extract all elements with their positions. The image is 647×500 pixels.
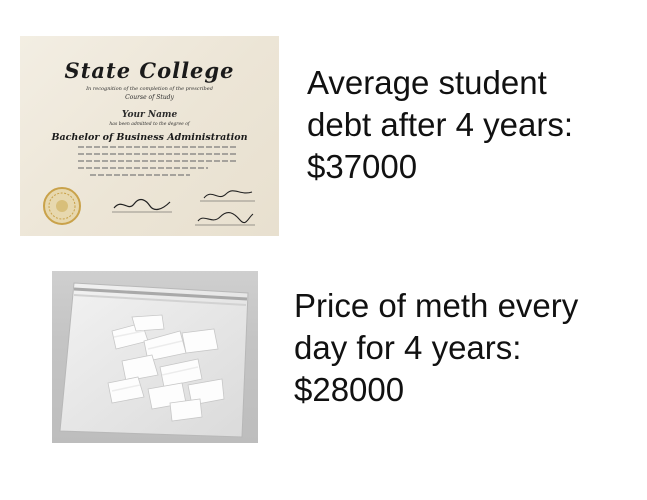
diploma-fine-print [90,174,190,176]
diploma-fine-print [78,167,208,169]
caption-amount: $28000 [294,371,405,408]
signature-right-bottom [195,212,255,226]
diploma-degree: Bachelor of Business Administration [51,132,248,143]
diploma-admitted-line: has been admitted to the degree of [109,122,190,127]
caption-line: debt after 4 years: [307,106,573,143]
caption-line: Price of meth every [294,287,579,324]
diploma-fine-print [78,146,238,148]
meth-price-caption: Price of meth every day for 4 years: $28… [294,285,578,411]
signature-left [112,198,172,213]
gold-seal-icon [43,187,81,225]
diploma-fine-print [78,153,238,155]
diploma-image: State College In recognition of the comp… [20,36,279,236]
caption-line: day for 4 years: [294,329,522,366]
plastic-bag-icon [59,282,249,438]
diploma-recognition-line: In recognition of the completion of the … [86,86,213,92]
signature-right-top [200,190,255,202]
student-debt-caption: Average student debt after 4 years: $370… [307,62,573,188]
caption-line: Average student [307,64,547,101]
caption-amount: $37000 [307,148,418,185]
crystal-bag-image [52,271,258,443]
diploma-fine-print [78,160,238,162]
diploma-recipient-name: Your Name [121,110,178,120]
diploma-course-line: Course of Study [125,94,174,101]
diploma-school-name: State College [64,58,235,83]
